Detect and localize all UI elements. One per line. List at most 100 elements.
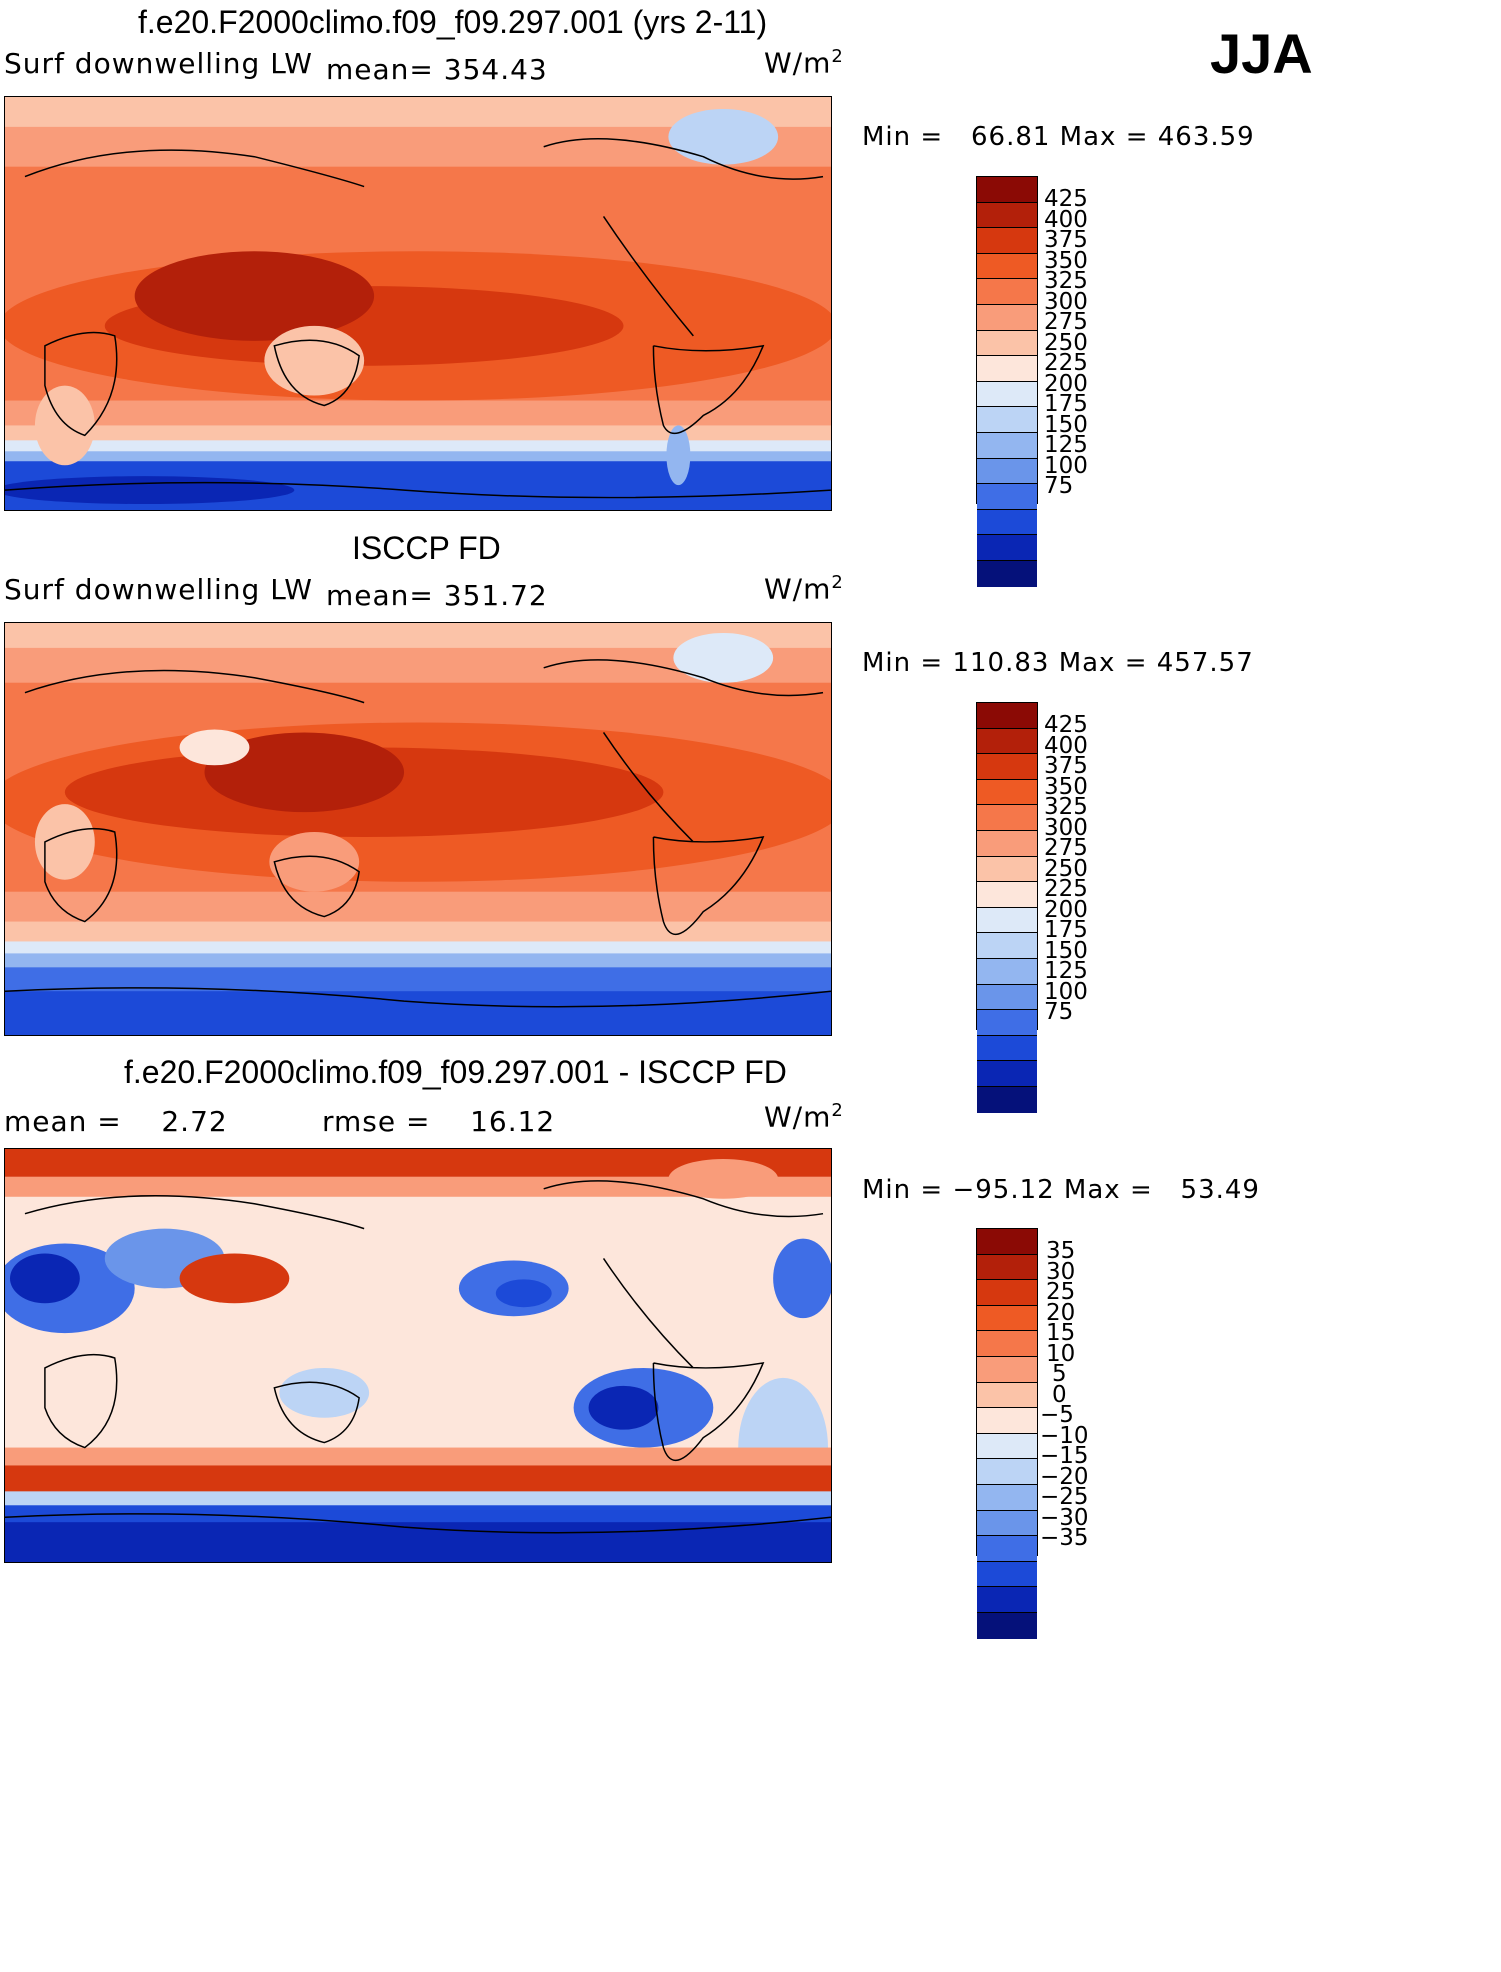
colorbar-tick-label: 350 <box>1044 247 1088 274</box>
panel-2-mean-label: mean= 351.72 <box>326 579 548 612</box>
panel-2-colorbar <box>976 702 1038 1113</box>
colorbar-swatch <box>977 1536 1037 1562</box>
colorbar-swatch <box>977 381 1037 408</box>
panel-3-map <box>4 1148 832 1563</box>
colorbar-swatch <box>977 330 1037 357</box>
colorbar-tick-label: 350 <box>1044 773 1088 800</box>
colorbar-swatch <box>977 560 1037 587</box>
colorbar-swatch <box>977 984 1037 1011</box>
colorbar-tick-label: 0 <box>1052 1381 1067 1408</box>
panel-3-title: f.e20.F2000climo.f09_f09.297.001 - ISCCP… <box>124 1054 787 1090</box>
colorbar-swatch <box>977 1459 1037 1485</box>
colorbar-tick-label: 250 <box>1044 329 1088 356</box>
colorbar-swatch <box>977 1061 1037 1087</box>
colorbar-swatch <box>977 1561 1037 1588</box>
panel-3-rmse-label: rmse = 16.12 <box>322 1105 556 1138</box>
colorbar-swatch <box>977 703 1037 729</box>
colorbar-swatch <box>977 1280 1037 1306</box>
colorbar-tick-label: −35 <box>1040 1525 1089 1551</box>
colorbar-tick-label: 300 <box>1044 288 1088 315</box>
colorbar-tick-label: 125 <box>1044 958 1088 984</box>
colorbar-swatch <box>977 279 1037 305</box>
colorbar-swatch <box>977 356 1037 382</box>
colorbar-tick-label: 200 <box>1044 896 1088 923</box>
colorbar-swatch <box>977 1510 1037 1537</box>
colorbar-tick-label: 325 <box>1044 268 1088 294</box>
panel-2-map <box>4 622 832 1036</box>
colorbar-swatch <box>977 228 1037 254</box>
panel-1-minmax: Min = 66.81 Max = 463.59 <box>862 122 1255 152</box>
colorbar-swatch <box>977 407 1037 433</box>
panel-2-title: ISCCP FD <box>352 530 501 566</box>
colorbar-tick-label: −30 <box>1040 1504 1089 1531</box>
colorbar-swatch <box>977 458 1037 485</box>
colorbar-tick-label: 20 <box>1046 1299 1076 1326</box>
colorbar-swatch <box>977 1331 1037 1357</box>
colorbar-tick-label: −20 <box>1040 1463 1089 1490</box>
colorbar-swatch <box>977 304 1037 331</box>
colorbar-tick-label: 100 <box>1044 978 1088 1005</box>
colorbar-swatch <box>977 1587 1037 1613</box>
colorbar-tick-label: −5 <box>1040 1402 1074 1428</box>
colorbar-swatch <box>977 432 1037 459</box>
colorbar-tick-label: 175 <box>1044 391 1088 417</box>
colorbar-tick-label: 275 <box>1044 835 1088 861</box>
colorbar-tick-label: 425 <box>1044 186 1088 212</box>
colorbar-tick-label: −25 <box>1040 1484 1089 1510</box>
panel-1-contour-field <box>5 97 831 510</box>
colorbar-tick-label: 300 <box>1044 814 1088 841</box>
colorbar-swatch <box>977 1086 1037 1113</box>
colorbar-tick-label: 225 <box>1044 350 1088 376</box>
colorbar-tick-label: 10 <box>1046 1340 1076 1367</box>
panel-2-units: W/m2 <box>764 572 844 606</box>
panel-1-units: W/m2 <box>764 46 844 80</box>
colorbar-swatch <box>977 958 1037 985</box>
colorbar-swatch <box>977 830 1037 857</box>
colorbar-tick-label: 375 <box>1044 753 1088 779</box>
colorbar-tick-label: 25 <box>1046 1279 1076 1305</box>
colorbar-tick-label: −15 <box>1040 1443 1089 1469</box>
colorbar-swatch <box>977 1356 1037 1383</box>
colorbar-tick-label: 275 <box>1044 309 1088 335</box>
colorbar-tick-label: 125 <box>1044 432 1088 458</box>
colorbar-swatch <box>977 1010 1037 1036</box>
colorbar-swatch <box>977 882 1037 908</box>
colorbar-swatch <box>977 754 1037 780</box>
panel-2-contour-field <box>5 623 831 1035</box>
colorbar-tick-label: 75 <box>1044 473 1074 499</box>
colorbar-swatch <box>977 1305 1037 1332</box>
colorbar-swatch <box>977 177 1037 203</box>
panel-3-colorbar <box>976 1228 1038 1639</box>
colorbar-swatch <box>977 1484 1037 1511</box>
panel-1-map <box>4 96 832 511</box>
colorbar-tick-label: 15 <box>1046 1320 1076 1346</box>
colorbar-tick-label: 325 <box>1044 794 1088 820</box>
colorbar-tick-label: 5 <box>1052 1361 1067 1387</box>
colorbar-swatch <box>977 728 1037 755</box>
colorbar-swatch <box>977 253 1037 280</box>
colorbar-swatch <box>977 484 1037 510</box>
colorbar-swatch <box>977 1229 1037 1255</box>
season-label: JJA <box>1210 22 1313 85</box>
colorbar-tick-label: 30 <box>1046 1258 1076 1285</box>
colorbar-swatch <box>977 1254 1037 1281</box>
colorbar-tick-label: 400 <box>1044 206 1088 233</box>
panel-2-minmax: Min = 110.83 Max = 457.57 <box>862 648 1254 678</box>
colorbar-tick-label: 150 <box>1044 411 1088 438</box>
panel-1-title: f.e20.F2000climo.f09_f09.297.001 (yrs 2-… <box>138 4 768 40</box>
colorbar-tick-label: 400 <box>1044 732 1088 759</box>
colorbar-tick-label: 175 <box>1044 917 1088 943</box>
colorbar-swatch <box>977 1408 1037 1434</box>
colorbar-swatch <box>977 202 1037 229</box>
colorbar-tick-label: 225 <box>1044 876 1088 902</box>
panel-3-units: W/m2 <box>764 1100 844 1134</box>
colorbar-swatch <box>977 805 1037 831</box>
panel-3-minmax: Min = −95.12 Max = 53.49 <box>862 1175 1260 1205</box>
panel-3-contour-field <box>5 1149 831 1562</box>
colorbar-swatch <box>977 1035 1037 1062</box>
colorbar-swatch <box>977 1433 1037 1460</box>
colorbar-tick-label: 150 <box>1044 937 1088 964</box>
colorbar-tick-label: 250 <box>1044 855 1088 882</box>
colorbar-swatch <box>977 933 1037 959</box>
colorbar-swatch <box>977 856 1037 883</box>
